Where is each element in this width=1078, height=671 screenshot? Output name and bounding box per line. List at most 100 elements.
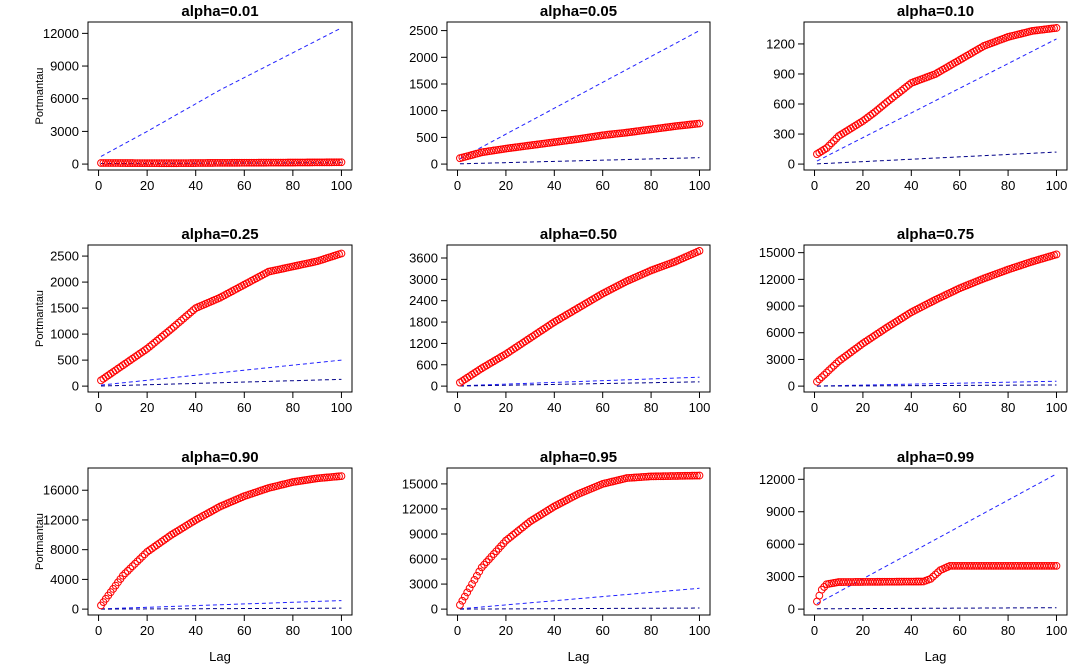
y-tick-label: 9000 xyxy=(766,504,795,519)
data-point xyxy=(620,128,629,137)
y-tick-label: 900 xyxy=(773,66,795,81)
panel-3: alpha=0.10 0 300 600 900 1200 0 20 40 60 80 100 xyxy=(766,3,1068,193)
data-point xyxy=(888,94,896,103)
y-tick-label: 1500 xyxy=(50,301,79,316)
data-point xyxy=(337,472,346,481)
x-tick-label: 60 xyxy=(952,400,966,415)
data-point xyxy=(666,122,675,131)
data-point xyxy=(463,373,472,382)
data-point xyxy=(1030,26,1039,35)
data-point xyxy=(545,138,554,147)
y-tick-label: 0 xyxy=(788,157,795,172)
data-point xyxy=(900,84,908,93)
data-point xyxy=(131,559,139,568)
data-point xyxy=(150,338,159,347)
data-point xyxy=(601,131,610,139)
portmantau-points xyxy=(813,24,1061,158)
y-tick-label: 300 xyxy=(773,127,795,142)
x-tick-label: 20 xyxy=(856,178,870,193)
data-point xyxy=(475,567,484,576)
data-point xyxy=(635,127,643,135)
panel-title: alpha=0.95 xyxy=(540,449,617,466)
data-point xyxy=(606,130,614,139)
data-point xyxy=(555,137,564,146)
y-tick-label: 3000 xyxy=(766,352,795,367)
data-point xyxy=(931,570,940,579)
y-tick-label: 3000 xyxy=(766,569,795,584)
panel-title: alpha=0.99 xyxy=(897,449,974,466)
panel-title: alpha=0.05 xyxy=(540,3,617,20)
y-tick-label: 6000 xyxy=(766,537,795,552)
data-point xyxy=(567,136,576,144)
portmantau-points xyxy=(456,246,704,387)
data-point xyxy=(482,558,491,566)
data-point xyxy=(535,140,544,149)
x-tick-label: 40 xyxy=(547,400,561,415)
data-point xyxy=(470,369,479,377)
x-tick-label: 60 xyxy=(952,178,966,193)
data-point xyxy=(1047,24,1056,33)
panel-title: alpha=0.50 xyxy=(540,226,617,243)
portmantau-points xyxy=(813,250,1061,386)
x-tick-label: 40 xyxy=(188,400,202,415)
upper-bound-line xyxy=(459,30,700,160)
panel-5: alpha=0.50 0 600 1200 1800 2400 3000 3600 0 20 40 6… xyxy=(409,226,711,415)
data-point xyxy=(820,370,829,379)
portmantau-points xyxy=(97,472,346,610)
data-point xyxy=(1038,25,1046,34)
data-point xyxy=(690,471,699,480)
data-point xyxy=(598,131,607,140)
x-tick-label: 0 xyxy=(454,400,461,415)
data-point xyxy=(502,144,510,153)
x-tick-label: 60 xyxy=(595,400,609,415)
data-point xyxy=(162,328,171,337)
data-point xyxy=(157,332,166,341)
portmantau-points xyxy=(813,561,1061,606)
y-tick-label: 3000 xyxy=(50,124,79,139)
data-point xyxy=(880,100,889,108)
data-point xyxy=(477,563,486,572)
y-tick-label: 1000 xyxy=(409,103,438,118)
data-point xyxy=(480,560,489,569)
y-tick-label: 0 xyxy=(72,602,79,617)
data-point xyxy=(172,320,181,329)
x-tick-label: 20 xyxy=(856,400,870,415)
data-point xyxy=(1050,561,1058,570)
data-point xyxy=(489,550,498,558)
y-tick-label: 1200 xyxy=(766,36,795,51)
data-point xyxy=(1042,25,1051,34)
upper-bound-line xyxy=(816,38,1057,162)
data-point xyxy=(148,340,156,349)
y-axis-label: Portmantau xyxy=(34,290,46,347)
y-tick-label: 2500 xyxy=(50,249,79,264)
data-point xyxy=(652,124,660,133)
data-point xyxy=(531,140,539,149)
data-point xyxy=(337,249,346,258)
data-point xyxy=(516,142,525,151)
data-point xyxy=(637,126,646,135)
x-tick-label: 60 xyxy=(237,400,251,415)
data-point xyxy=(552,137,561,146)
panel-4: alpha=0.25 0 500 1000 1500 2000 2500 0 20 40 60 80 1… xyxy=(34,226,353,415)
y-tick-label: 0 xyxy=(72,157,79,172)
plot-frame xyxy=(803,244,1068,393)
data-point xyxy=(511,143,520,152)
data-point xyxy=(322,473,331,482)
y-axis-label: Portmantau xyxy=(34,513,46,570)
data-point xyxy=(152,336,161,345)
data-point xyxy=(676,121,685,130)
data-point xyxy=(318,473,326,482)
data-point xyxy=(463,588,472,597)
data-point xyxy=(521,521,530,530)
y-tick-label: 12000 xyxy=(43,512,79,527)
upper-bound-line xyxy=(816,380,1057,387)
data-point xyxy=(169,322,178,331)
x-tick-label: 0 xyxy=(811,178,818,193)
data-point xyxy=(509,531,518,539)
data-point xyxy=(683,120,692,129)
data-point xyxy=(661,123,670,132)
y-tick-label: 9000 xyxy=(766,299,795,314)
data-point xyxy=(506,144,515,152)
data-point xyxy=(543,139,551,148)
y-tick-label: 2000 xyxy=(409,50,438,65)
